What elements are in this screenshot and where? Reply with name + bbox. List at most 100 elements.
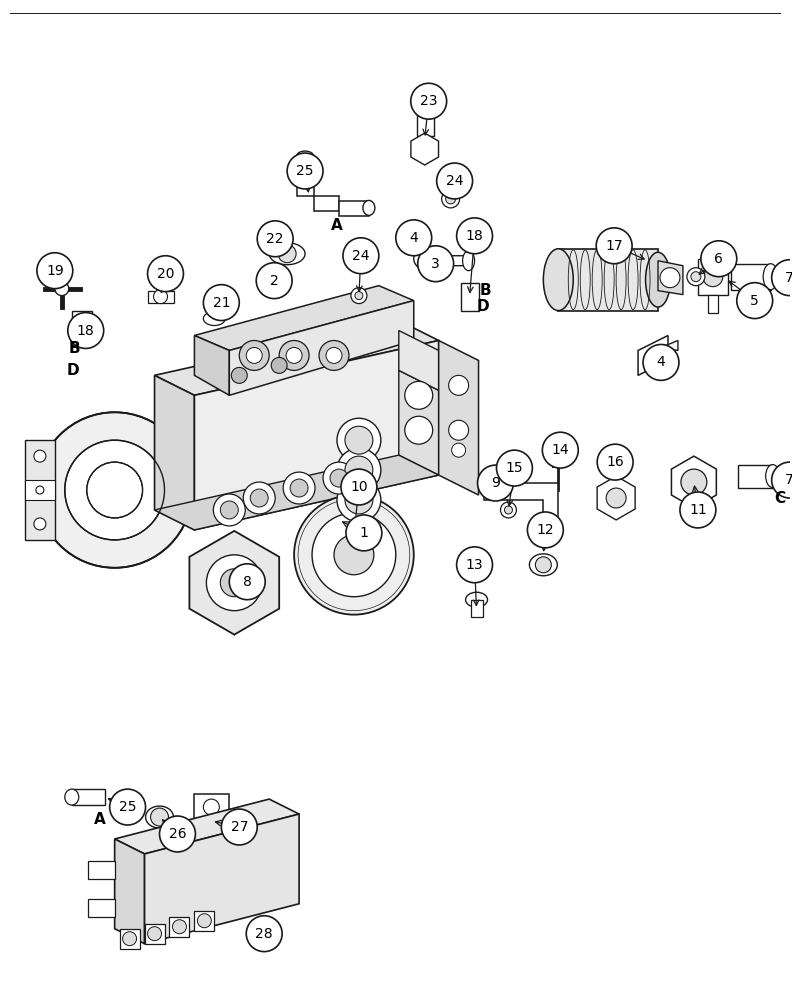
Circle shape	[37, 253, 73, 289]
Ellipse shape	[763, 264, 778, 290]
Polygon shape	[194, 911, 215, 931]
Circle shape	[411, 83, 447, 119]
Text: C: C	[774, 491, 785, 506]
Circle shape	[65, 440, 165, 540]
Circle shape	[286, 347, 302, 363]
Circle shape	[197, 914, 211, 928]
Circle shape	[396, 220, 432, 256]
Circle shape	[345, 426, 373, 454]
Polygon shape	[399, 331, 439, 390]
Polygon shape	[120, 929, 139, 949]
Circle shape	[109, 789, 146, 825]
Polygon shape	[597, 476, 635, 520]
Text: 7: 7	[785, 271, 792, 285]
Text: 1: 1	[360, 526, 368, 540]
Circle shape	[243, 482, 275, 514]
Ellipse shape	[529, 554, 558, 576]
Text: 14: 14	[551, 443, 569, 457]
Text: 18: 18	[466, 229, 483, 243]
Polygon shape	[145, 924, 165, 944]
Text: 28: 28	[255, 927, 273, 941]
Circle shape	[290, 479, 308, 497]
Circle shape	[204, 285, 239, 321]
Text: 23: 23	[420, 94, 437, 108]
Polygon shape	[88, 861, 115, 879]
Text: 20: 20	[157, 267, 174, 281]
Ellipse shape	[463, 251, 474, 271]
Ellipse shape	[296, 151, 314, 161]
Circle shape	[448, 420, 469, 440]
Circle shape	[446, 194, 455, 204]
Text: 22: 22	[266, 232, 284, 246]
Polygon shape	[738, 465, 773, 488]
Circle shape	[543, 432, 578, 468]
Circle shape	[34, 450, 46, 462]
Polygon shape	[72, 789, 105, 805]
Circle shape	[345, 486, 373, 514]
Text: 19: 19	[46, 264, 63, 278]
Circle shape	[123, 932, 136, 946]
Polygon shape	[154, 375, 194, 530]
Polygon shape	[145, 814, 299, 944]
Polygon shape	[666, 340, 678, 350]
Circle shape	[271, 272, 284, 284]
Circle shape	[421, 258, 436, 274]
Circle shape	[351, 288, 367, 304]
Circle shape	[337, 448, 381, 492]
Ellipse shape	[766, 465, 779, 488]
Circle shape	[330, 469, 348, 487]
Circle shape	[265, 266, 289, 290]
Circle shape	[319, 340, 349, 370]
Text: A: A	[331, 218, 343, 233]
Text: 21: 21	[212, 296, 230, 310]
Circle shape	[341, 469, 377, 505]
Polygon shape	[417, 96, 434, 136]
Circle shape	[442, 190, 459, 208]
Circle shape	[250, 489, 268, 507]
Circle shape	[701, 241, 737, 277]
Ellipse shape	[645, 252, 671, 307]
Circle shape	[405, 381, 432, 409]
Circle shape	[257, 263, 292, 299]
Polygon shape	[731, 264, 771, 290]
Text: B: B	[480, 283, 491, 298]
Circle shape	[246, 916, 282, 952]
Circle shape	[173, 920, 186, 934]
Circle shape	[154, 290, 167, 304]
Circle shape	[287, 153, 323, 189]
Text: 2: 2	[270, 274, 279, 288]
Text: D: D	[67, 363, 79, 378]
Polygon shape	[147, 291, 174, 303]
Polygon shape	[154, 455, 439, 530]
Circle shape	[284, 472, 315, 504]
Circle shape	[737, 283, 773, 319]
Polygon shape	[194, 340, 439, 530]
Text: 12: 12	[536, 523, 554, 537]
Circle shape	[68, 313, 104, 348]
Circle shape	[159, 816, 196, 852]
Polygon shape	[207, 821, 217, 841]
Text: 24: 24	[446, 174, 463, 188]
Polygon shape	[297, 156, 314, 196]
Circle shape	[457, 218, 493, 254]
Circle shape	[681, 469, 706, 495]
Polygon shape	[230, 301, 413, 395]
Text: 16: 16	[606, 455, 624, 469]
Text: 25: 25	[296, 164, 314, 178]
Circle shape	[703, 267, 723, 287]
Polygon shape	[194, 794, 230, 821]
Polygon shape	[25, 480, 55, 500]
Circle shape	[213, 494, 246, 526]
Polygon shape	[461, 283, 478, 311]
Circle shape	[505, 506, 512, 514]
Circle shape	[405, 416, 432, 444]
Polygon shape	[434, 256, 469, 266]
Polygon shape	[411, 133, 439, 165]
Text: D: D	[476, 299, 489, 314]
Ellipse shape	[363, 200, 375, 215]
Polygon shape	[314, 196, 339, 211]
Circle shape	[436, 163, 473, 199]
Circle shape	[451, 443, 466, 457]
Polygon shape	[339, 201, 369, 216]
Circle shape	[271, 357, 287, 373]
